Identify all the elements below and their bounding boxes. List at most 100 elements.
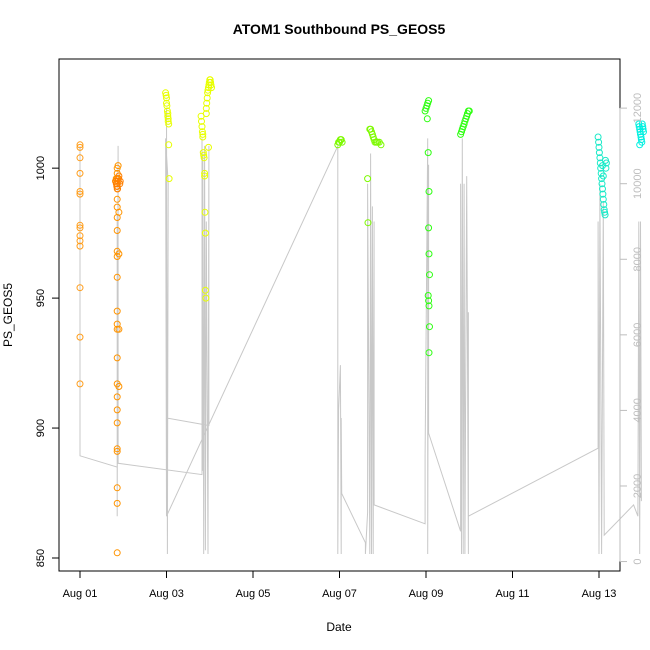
data-point [199, 133, 207, 141]
data-point [113, 419, 121, 427]
data-point [465, 107, 473, 115]
data-point [599, 195, 607, 203]
data-point [425, 250, 433, 258]
data-point [113, 406, 121, 414]
data-point [165, 141, 173, 149]
data-point [425, 349, 433, 357]
data-point [163, 107, 171, 115]
data-point [601, 208, 609, 216]
data-point [164, 110, 172, 118]
data-point [76, 190, 84, 198]
data-point [600, 206, 608, 214]
data-point [423, 115, 431, 123]
data-point [594, 133, 602, 141]
data-point [639, 125, 647, 133]
data-point [425, 97, 433, 105]
data-point [202, 294, 210, 302]
y2-tick-label: 10000 [632, 168, 644, 199]
data-point [115, 208, 123, 216]
data-point [200, 154, 208, 162]
data-point [164, 112, 172, 120]
data-point [116, 180, 124, 188]
data-point [640, 128, 647, 136]
point-series-3 [162, 76, 215, 302]
data-point [207, 81, 215, 89]
data-point [113, 227, 121, 234]
data-point [163, 94, 170, 102]
y2-tick-label: 12000 [632, 93, 644, 124]
data-point [198, 128, 206, 136]
data-point [426, 323, 433, 331]
data-point [165, 175, 173, 183]
data-point [425, 302, 433, 310]
data-point [595, 143, 603, 151]
pressure-trace-line [79, 108, 642, 555]
point-series-7 [635, 120, 647, 149]
y-tick-label: 950 [35, 289, 47, 307]
data-point [201, 286, 209, 294]
data-point [113, 307, 121, 315]
y-tick-label: 900 [35, 419, 47, 437]
data-point [198, 117, 205, 125]
line-series [79, 108, 642, 555]
y-axis-title: PS_GEOS5 [1, 283, 15, 347]
data-point [76, 154, 84, 162]
data-point [364, 175, 372, 183]
data-point [204, 89, 212, 97]
data-point [113, 445, 121, 453]
data-point [165, 120, 173, 128]
data-point [599, 190, 607, 198]
data-point [115, 172, 123, 180]
x-tick-label: Aug 03 [149, 588, 184, 600]
y-tick-label: 850 [35, 549, 47, 567]
y2-tick-label: 6000 [632, 323, 644, 347]
data-point [76, 284, 84, 292]
data-point [201, 172, 209, 180]
data-point [208, 84, 215, 92]
x-tick-label: Aug 07 [322, 588, 357, 600]
data-point [201, 229, 209, 237]
data-point [425, 188, 433, 195]
data-point [600, 201, 608, 208]
data-point [199, 149, 207, 157]
data-point [113, 447, 121, 455]
data-point [424, 149, 432, 157]
data-point [203, 94, 211, 102]
x-tick-label: Aug 13 [582, 588, 617, 600]
data-point [364, 219, 372, 227]
point-series-group [76, 76, 647, 557]
data-point [115, 325, 123, 333]
y2-tick-label: 0 [632, 558, 644, 564]
data-point [206, 76, 214, 84]
data-point [76, 380, 84, 388]
data-point [424, 292, 432, 299]
y-tick-label: 1000 [35, 156, 47, 180]
data-point [115, 250, 123, 258]
data-point [201, 208, 209, 216]
data-point [164, 117, 172, 125]
data-point [426, 271, 433, 279]
y2-tick-label: 4000 [632, 398, 644, 422]
data-point [199, 130, 207, 138]
data-point [76, 143, 84, 151]
data-point [76, 242, 84, 250]
x-tick-label: Aug 01 [63, 588, 98, 600]
data-point [76, 169, 84, 177]
data-point [163, 102, 171, 110]
x-tick-label: Aug 05 [236, 588, 271, 600]
data-point [114, 162, 122, 170]
data-point [164, 115, 172, 123]
x-axis-title: Date [326, 620, 352, 634]
data-point [638, 120, 646, 128]
data-point [425, 297, 433, 305]
data-point [113, 484, 121, 492]
data-point [76, 237, 84, 245]
data-point [205, 143, 212, 151]
data-point [162, 91, 170, 99]
data-point [76, 188, 84, 195]
data-point [76, 333, 84, 341]
point-series-5 [421, 97, 473, 357]
data-point [162, 89, 170, 97]
x-axis: Aug 01 Aug 03 Aug 05 Aug 07 Aug 09 Aug 11 Aug … [63, 570, 617, 600]
